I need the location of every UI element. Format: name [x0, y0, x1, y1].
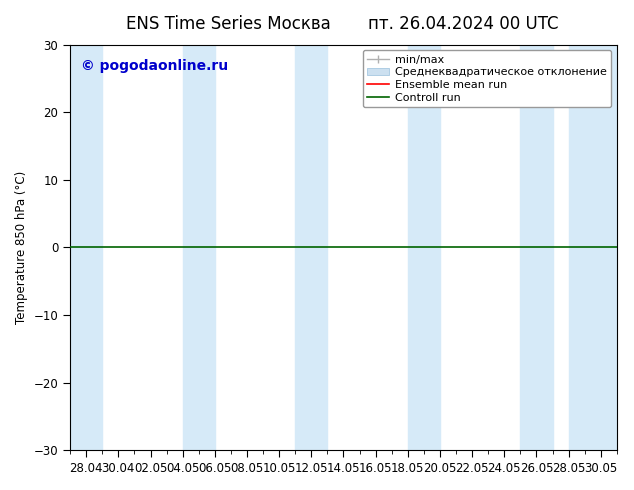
Y-axis label: Temperature 850 hPa (°C): Temperature 850 hPa (°C): [15, 171, 28, 324]
Legend: min/max, Среднеквадратическое отклонение, Ensemble mean run, Controll run: min/max, Среднеквадратическое отклонение…: [363, 50, 611, 107]
Bar: [569, 45, 617, 450]
Text: ENS Time Series Москва: ENS Time Series Москва: [126, 15, 330, 33]
Text: © pogodaonline.ru: © pogodaonline.ru: [81, 59, 228, 73]
Bar: [408, 45, 440, 450]
Bar: [70, 45, 102, 450]
Text: пт. 26.04.2024 00 UTC: пт. 26.04.2024 00 UTC: [368, 15, 558, 33]
Bar: [183, 45, 215, 450]
Bar: [521, 45, 552, 450]
Bar: [295, 45, 327, 450]
